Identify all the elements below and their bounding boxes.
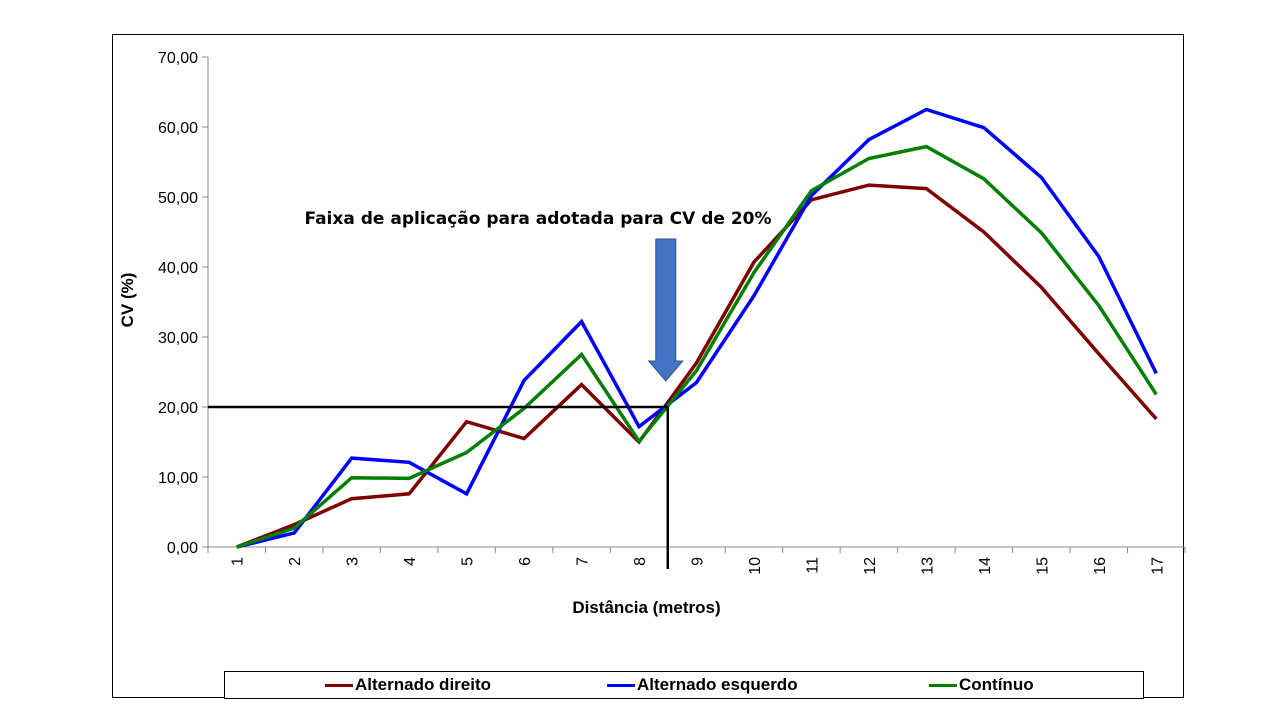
x-tick-label-12: 12: [862, 557, 879, 575]
x-tick-label-2: 2: [287, 557, 304, 566]
y-tick-label-1: 10,00: [158, 470, 198, 487]
x-tick-label-13: 13: [919, 557, 936, 575]
y-tick-label-6: 60,00: [158, 120, 198, 137]
series-line-1: [236, 107, 1158, 549]
x-tick-label-1: 1: [230, 557, 247, 566]
x-axis-title: Distância (metros): [572, 598, 720, 617]
legend-swatch-alternado-esquerdo: [607, 683, 635, 687]
y-tick-label-0: 0,00: [167, 540, 198, 557]
y-tick-label-3: 30,00: [158, 330, 198, 347]
series-line-0: [236, 183, 1158, 549]
x-tick-label-14: 14: [977, 557, 994, 575]
x-tick-label-6: 6: [517, 557, 534, 566]
x-tick-label-17: 17: [1149, 557, 1166, 575]
legend-swatch-alternado-direito: [325, 683, 353, 687]
annotation-arrow: [647, 238, 684, 382]
legend-swatch-continuo: [929, 683, 957, 687]
legend-item-continuo: Contínuo: [929, 675, 1034, 695]
legend: Alternado direito Alternado esquerdo Con…: [224, 671, 1144, 699]
legend-label-continuo: Contínuo: [959, 675, 1034, 694]
legend-item-alternado-direito: Alternado direito: [325, 675, 491, 695]
legend-label-alternado-direito: Alternado direito: [355, 675, 492, 694]
x-tick-label-9: 9: [690, 557, 707, 566]
x-tick-label-5: 5: [460, 557, 477, 566]
annotation-text: Faixa de aplicação para adotada para CV …: [304, 209, 771, 229]
x-tick-label-15: 15: [1034, 557, 1051, 575]
x-tick-label-7: 7: [575, 557, 592, 566]
series-line-2: [236, 144, 1158, 549]
y-tick-label-7: 70,00: [158, 50, 198, 67]
x-tick-label-16: 16: [1092, 557, 1109, 575]
x-tick-label-4: 4: [402, 557, 419, 566]
legend-item-alternado-esquerdo: Alternado esquerdo: [607, 675, 798, 695]
x-tick-label-10: 10: [747, 557, 764, 575]
x-tick-label-8: 8: [632, 557, 649, 566]
legend-label-alternado-esquerdo: Alternado esquerdo: [637, 675, 798, 694]
x-tick-label-3: 3: [345, 557, 362, 566]
x-tick-label-11: 11: [804, 557, 821, 574]
y-tick-label-4: 40,00: [158, 260, 198, 277]
y-tick-label-5: 50,00: [158, 190, 198, 207]
y-axis-title: CV (%): [118, 273, 137, 328]
y-tick-label-2: 20,00: [158, 400, 198, 417]
